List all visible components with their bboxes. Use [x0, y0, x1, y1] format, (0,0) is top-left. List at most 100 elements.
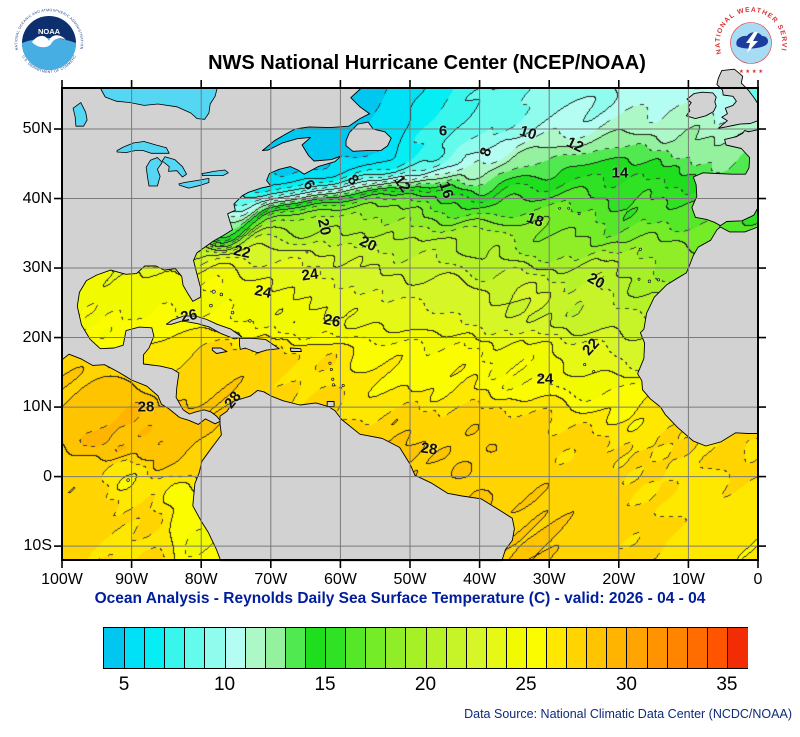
colorbar-cell-28C	[586, 628, 607, 668]
colorbar-cell-9C	[204, 628, 226, 668]
small-island	[211, 289, 216, 294]
colorbar-tick-35: 35	[716, 674, 738, 695]
data-source-credit: Data Source: National Climatic Data Cent…	[464, 707, 792, 721]
small-island	[126, 478, 130, 482]
colorbar-tick-20: 20	[414, 674, 437, 695]
colorbar-cell-30C	[626, 628, 648, 668]
colorbar-cell-4C	[104, 628, 125, 668]
colorbar-cell-21C	[445, 628, 467, 668]
small-island	[577, 212, 581, 216]
island-newfoundland	[345, 121, 392, 152]
small-island	[305, 250, 309, 254]
colorbar-tick-5: 5	[118, 674, 130, 695]
colorbar-cell-25C	[525, 628, 547, 668]
lake-winnipeg	[72, 102, 88, 127]
contour-label-20: 20	[313, 217, 335, 237]
landmass-south-america	[192, 389, 515, 562]
lon-label-40W: 40W	[463, 571, 497, 588]
lat-label-10S: 10S	[23, 537, 52, 555]
colorbar-cell-34C	[706, 628, 728, 668]
colorbar-cell-31C	[646, 628, 668, 668]
colorbar-cell-16C	[345, 628, 366, 668]
lon-label-90W: 90W	[115, 571, 149, 588]
map-caption: Ocean Analysis - Reynolds Daily Sea Surf…	[94, 590, 706, 607]
small-island	[329, 368, 333, 372]
small-island	[637, 277, 641, 281]
lon-label-60W: 60W	[323, 571, 357, 588]
colorbar-cell-33C	[686, 628, 708, 668]
noaa-gull-icon	[32, 35, 66, 48]
noaa-logo: NATIONAL OCEANIC AND ATMOSPHERIC ADMINIS…	[13, 7, 85, 79]
contour-label-14: 14	[611, 164, 629, 182]
water-hudson-bay	[99, 87, 218, 120]
island-jamaica	[211, 347, 228, 354]
island-hispaniola	[239, 337, 280, 354]
colorbar-cell-15C	[325, 628, 346, 668]
small-island	[567, 206, 570, 210]
small-island	[583, 363, 587, 367]
map-overlay	[54, 68, 766, 568]
colorbar-cell-7C	[164, 628, 185, 668]
lake-superior	[116, 141, 170, 154]
colorbar-cell-10C	[224, 628, 246, 668]
island-puerto-rico	[289, 347, 302, 352]
lon-label-0: 0	[753, 571, 763, 588]
contour-label-24: 24	[536, 370, 554, 388]
noaa-wordmark: NOAA	[38, 27, 61, 36]
lon-label-30W: 30W	[532, 571, 566, 588]
colorbar-cell-5C	[124, 628, 145, 668]
colorbar-cell-8C	[184, 628, 206, 668]
island-cuba	[165, 315, 243, 340]
contour-label-26: 26	[179, 305, 199, 327]
colorbar-cell-11C	[244, 628, 266, 668]
contour-label-26: 26	[322, 310, 342, 332]
small-island	[656, 278, 660, 282]
colorbar-cell-18C	[385, 628, 406, 668]
small-island	[219, 292, 224, 297]
lake-ontario	[201, 169, 229, 176]
landmass-europe-iberia	[691, 129, 759, 227]
contour-label-6: 6	[438, 122, 448, 140]
colorbar-cell-14C	[304, 628, 326, 668]
landmass-africa	[637, 226, 759, 447]
contour-label-28: 28	[137, 398, 155, 416]
contour-label-24: 24	[300, 265, 320, 285]
lon-label-80W: 80W	[184, 571, 218, 588]
lat-label-20N: 20N	[22, 328, 52, 346]
small-island	[647, 279, 652, 283]
colorbar-cell-29C	[606, 628, 628, 668]
colorbar-cell-26C	[546, 628, 567, 668]
lat-label-50N: 50N	[22, 120, 52, 137]
colorbar-cell-27C	[566, 628, 587, 668]
small-island	[592, 370, 596, 374]
contour-label-28: 28	[419, 439, 439, 459]
colorbar-tick-30: 30	[615, 674, 637, 695]
lon-label-100W: 100W	[41, 571, 83, 588]
small-island	[209, 303, 213, 308]
colorbar-cell-17C	[365, 628, 386, 668]
colorbar-cell-23C	[485, 628, 507, 668]
small-island	[230, 310, 235, 315]
colorbar-cell-22C	[465, 628, 487, 668]
landmass-north-america	[61, 87, 371, 425]
contour-label-24: 24	[253, 281, 273, 303]
contour-label-22: 22	[232, 241, 252, 263]
temperature-colorbar: 5 10 15 20 25 30 35	[103, 627, 748, 695]
small-island	[328, 361, 332, 365]
small-island	[341, 384, 345, 388]
colorbar-cell-32C	[666, 628, 688, 668]
colorbar-cell-35C	[726, 628, 748, 668]
lon-label-70W: 70W	[254, 571, 288, 588]
colorbar-cell-24C	[505, 628, 527, 668]
nws-lightning-icon	[746, 32, 758, 53]
lon-label-50W: 50W	[393, 571, 427, 588]
lat-label-40N: 40N	[22, 189, 52, 207]
lat-label-30N: 30N	[22, 259, 52, 277]
small-island	[248, 319, 252, 323]
lon-label-10W: 10W	[671, 571, 705, 588]
lat-label-0: 0	[43, 467, 52, 485]
colorbar-cell-13C	[284, 628, 306, 668]
colorbar-tick-15: 15	[314, 674, 336, 695]
landmass-ireland	[685, 91, 717, 120]
lon-label-20W: 20W	[602, 571, 636, 588]
